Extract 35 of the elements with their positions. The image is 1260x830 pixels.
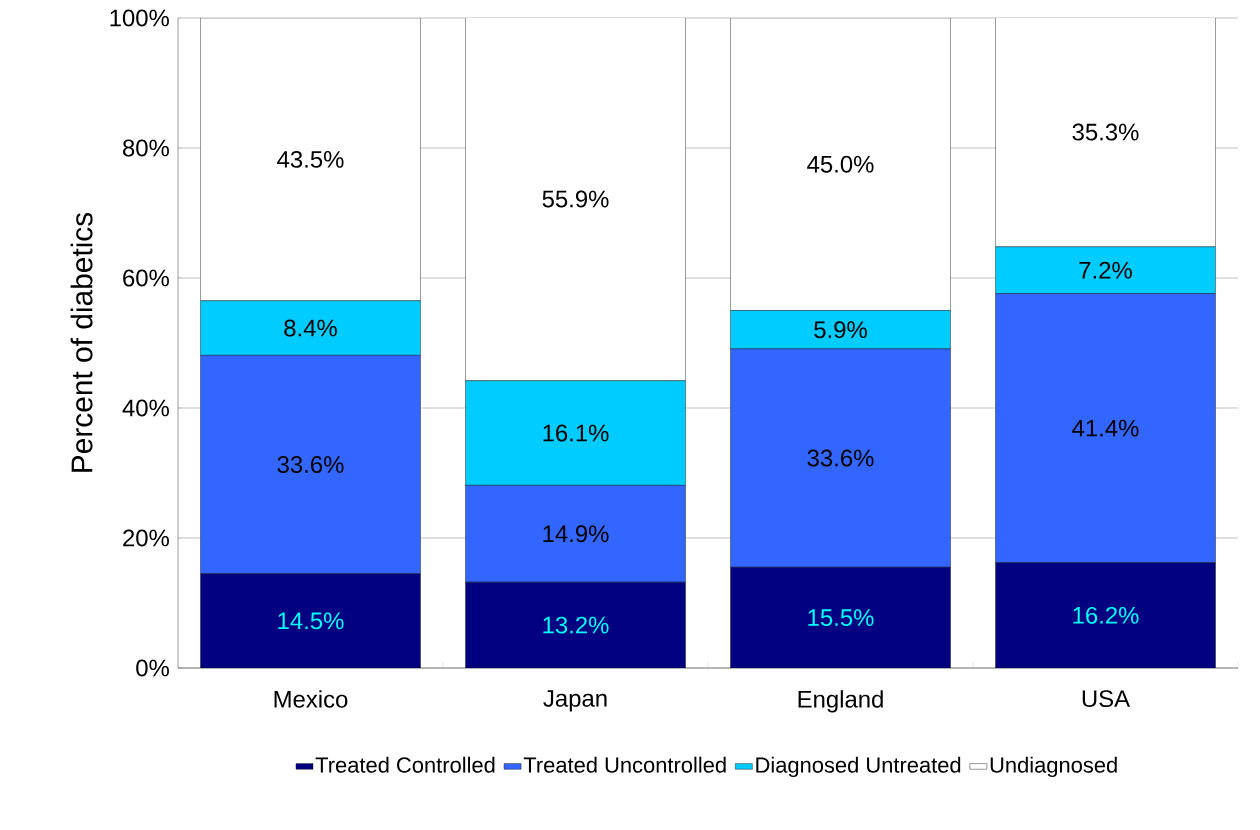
data-label: 45.0% (807, 155, 874, 173)
data-label: 55.9% (542, 190, 609, 208)
y-tick-label: 0% (136, 659, 169, 677)
legend-label: Undiagnosed (990, 756, 1117, 778)
data-label: 14.5% (278, 612, 344, 630)
data-label: 16.1% (543, 424, 609, 442)
x-tick-label: Mexico (274, 690, 348, 708)
y-tick-label: 40% (122, 399, 169, 417)
legend-label: Treated Controlled (315, 756, 495, 773)
data-label: 14.9% (543, 525, 609, 543)
data-label: 43.5% (277, 150, 344, 168)
data-label: 13.2% (543, 616, 609, 634)
data-label: 41.4% (1072, 419, 1139, 437)
data-label: 35.3% (1072, 123, 1139, 141)
bar (200, 573, 421, 668)
data-label: 7.2% (1079, 261, 1132, 279)
data-label: 5.9% (814, 321, 867, 339)
data-label: 16.2% (1073, 606, 1139, 624)
data-label: 33.6% (277, 456, 344, 474)
data-label: 8.4% (284, 319, 337, 337)
x-tick-label: Japan (543, 690, 607, 712)
bar (995, 562, 1216, 668)
bar (465, 582, 686, 668)
legend-label: Diagnosed Untreated (756, 756, 961, 778)
y-tick-label: 20% (123, 529, 169, 547)
x-tick-label: USA (1082, 690, 1131, 708)
data-label: 33.6% (807, 449, 874, 467)
legend-label: Treated Uncontrolled (523, 756, 726, 773)
x-tick-label: England (798, 690, 883, 713)
bar (730, 567, 951, 668)
data-label: 15.5% (808, 609, 874, 627)
y-tick-label: 60% (123, 269, 169, 287)
y-tick-label: 100% (110, 9, 169, 27)
y-tick-label: 80% (123, 139, 169, 157)
y-axis-title: Percent of diabetics (70, 212, 93, 472)
